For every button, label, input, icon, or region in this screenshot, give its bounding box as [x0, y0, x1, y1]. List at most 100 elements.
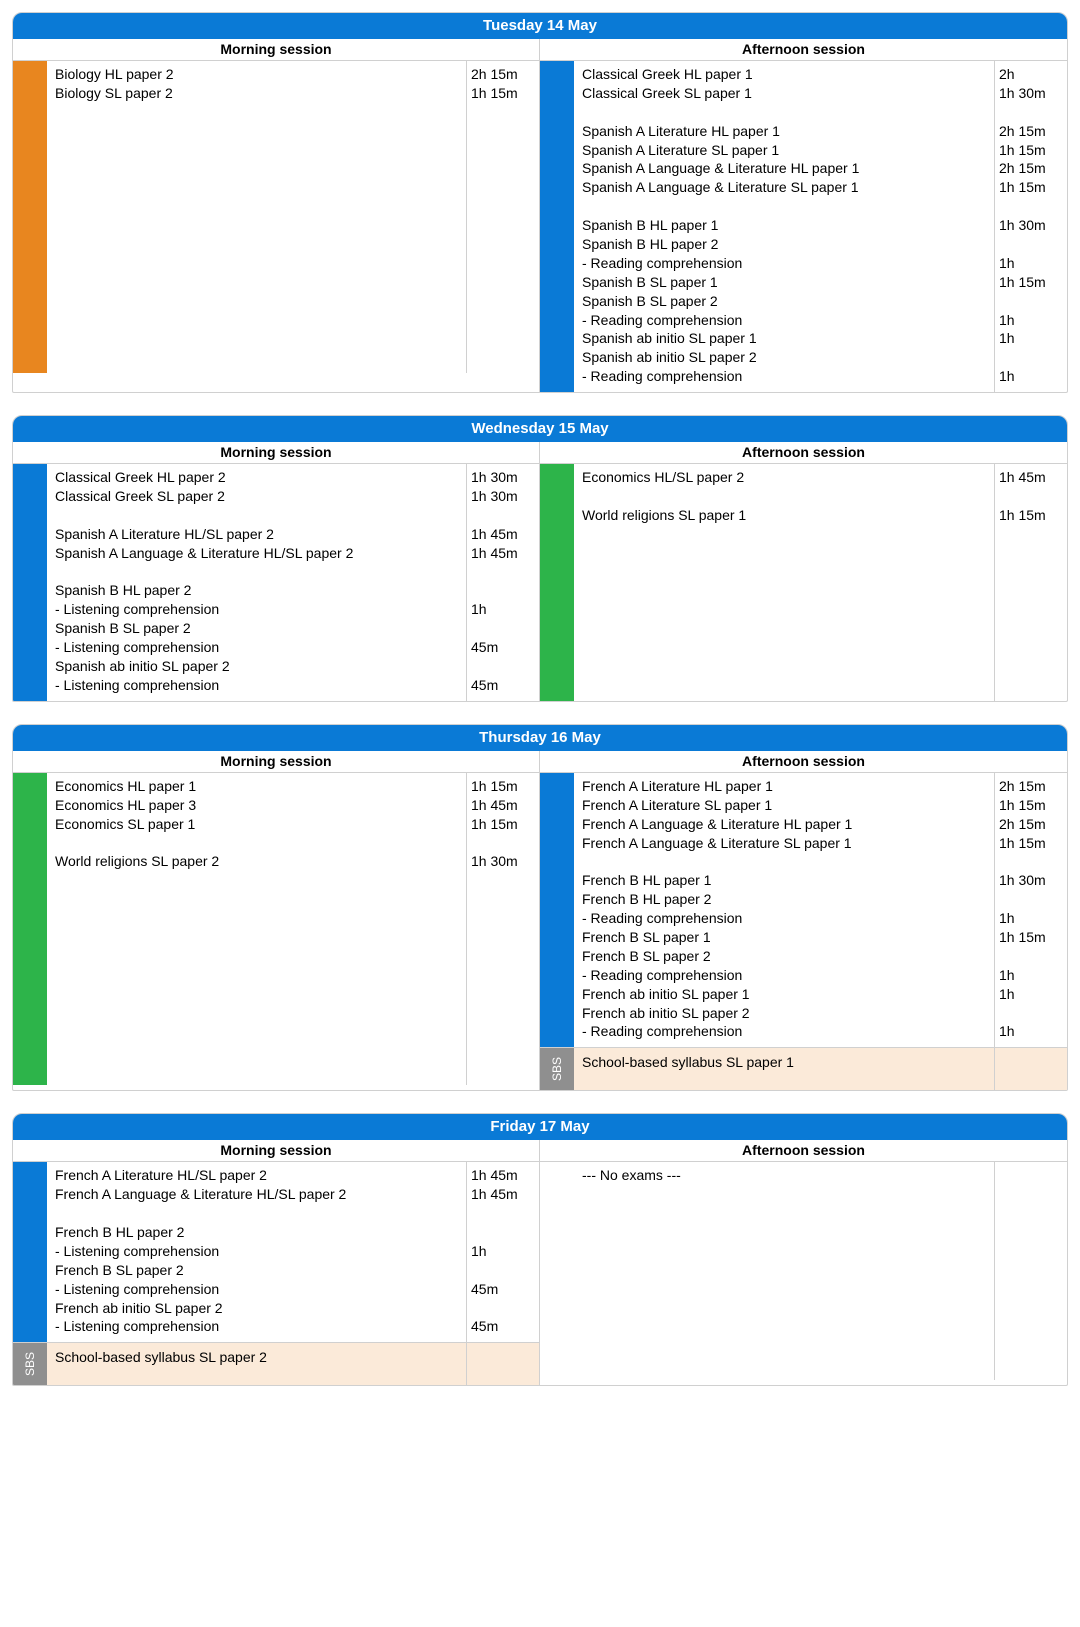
gap-row [471, 103, 535, 122]
session-title: Afternoon session [540, 442, 1067, 464]
exam-name: Biology SL paper 2 [55, 84, 460, 103]
sessions-row: Morning sessionBiology HL paper 2Biology… [13, 39, 1067, 392]
afternoon-session-col: Afternoon sessionEconomics HL/SL paper 2… [540, 442, 1067, 701]
gap-row [55, 871, 460, 890]
exam-duration [471, 1299, 535, 1318]
exam-duration [999, 1004, 1063, 1023]
gap-row [999, 1242, 1063, 1261]
exam-duration [471, 581, 535, 600]
subject-block: Economics HL/SL paper 2World religions S… [540, 464, 1067, 701]
gap-row [55, 563, 460, 582]
gap-row [471, 178, 535, 197]
gap-row [999, 1204, 1063, 1223]
gap-row [582, 1280, 988, 1299]
gap-row [55, 235, 460, 254]
exam-name: French A Literature HL paper 1 [582, 777, 988, 796]
exam-name: Spanish B SL paper 2 [582, 292, 988, 311]
gap-row [471, 216, 535, 235]
exam-name: Spanish ab initio SL paper 1 [582, 329, 988, 348]
morning-session-col: Morning sessionBiology HL paper 2Biology… [13, 39, 540, 392]
sbs-bar: SBS [13, 1343, 47, 1385]
gap-row [999, 563, 1063, 582]
gap-row [999, 544, 1063, 563]
gap-row [471, 122, 535, 141]
gap-row [999, 197, 1063, 216]
subject-color-bar [13, 1162, 47, 1342]
exam-name: French ab initio SL paper 2 [582, 1004, 988, 1023]
gap-row [999, 1299, 1063, 1318]
gap-row [582, 852, 988, 871]
gap-row [471, 1204, 535, 1223]
exam-duration: 1h [999, 367, 1063, 386]
gap-row [471, 254, 535, 273]
exam-name: Spanish A Literature SL paper 1 [582, 141, 988, 160]
exam-duration [471, 619, 535, 638]
day-block: Thursday 16 MayMorning sessionEconomics … [12, 724, 1068, 1091]
gap-row [471, 1004, 535, 1023]
gap-row [471, 141, 535, 160]
gap-row [471, 348, 535, 367]
gap-row [471, 928, 535, 947]
gap-row [999, 1280, 1063, 1299]
sbs-label: SBS [550, 1057, 564, 1081]
sessions-row: Morning sessionClassical Greek HL paper … [13, 442, 1067, 701]
exam-name: French B SL paper 2 [582, 947, 988, 966]
gap-row [582, 1223, 988, 1242]
gap-row [55, 197, 460, 216]
exam-duration: 1h 15m [471, 815, 535, 834]
gap-row [471, 834, 535, 853]
exam-duration: 2h 15m [471, 65, 535, 84]
exam-name: - Listening comprehension [55, 600, 460, 619]
subject-block: Classical Greek HL paper 2Classical Gree… [13, 464, 539, 701]
gap-row [582, 657, 988, 676]
exam-duration: 1h [999, 329, 1063, 348]
gap-row [471, 235, 535, 254]
exam-duration: 1h 30m [471, 487, 535, 506]
gap-row [55, 928, 460, 947]
exam-duration [471, 657, 535, 676]
exam-duration: 2h 15m [999, 159, 1063, 178]
exam-name: - Reading comprehension [582, 966, 988, 985]
afternoon-session-col: Afternoon session--- No exams --- [540, 1140, 1067, 1385]
gap-row [471, 890, 535, 909]
exam-name: World religions SL paper 2 [55, 852, 460, 871]
subject-block: Economics HL paper 1Economics HL paper 3… [13, 773, 539, 1085]
gap-row [999, 487, 1063, 506]
subject-color-bar [13, 464, 47, 701]
day-block: Friday 17 MayMorning sessionFrench A Lit… [12, 1113, 1068, 1386]
gap-row [55, 178, 460, 197]
gap-row [471, 311, 535, 330]
gap-row [471, 1022, 535, 1041]
gap-row [471, 563, 535, 582]
day-header: Friday 17 May [13, 1114, 1067, 1140]
gap-row [55, 1041, 460, 1060]
exam-name: Classical Greek HL paper 1 [582, 65, 988, 84]
gap-row [55, 141, 460, 160]
gap-row [582, 197, 988, 216]
duration-list: 1h 15m1h 45m1h 15m1h 30m [467, 773, 539, 1085]
gap-row [471, 985, 535, 1004]
morning-session-col: Morning sessionEconomics HL paper 1Econo… [13, 751, 540, 1090]
exam-duration [471, 1261, 535, 1280]
gap-row [471, 159, 535, 178]
exam-name: - Listening comprehension [55, 1280, 460, 1299]
exam-duration: 1h [999, 1022, 1063, 1041]
exam-name: French A Literature HL/SL paper 2 [55, 1166, 460, 1185]
exam-name: - Reading comprehension [582, 909, 988, 928]
exam-name: - Reading comprehension [582, 367, 988, 386]
exam-list: French A Literature HL paper 1French A L… [574, 773, 995, 1047]
gap-row [582, 676, 988, 695]
sbs-duration [995, 1048, 1067, 1090]
gap-row [55, 890, 460, 909]
exam-duration [999, 1166, 1063, 1185]
exam-duration: 1h 15m [999, 506, 1063, 525]
duration-list [995, 1162, 1067, 1380]
session-title: Morning session [13, 751, 539, 773]
exam-duration: 2h 15m [999, 815, 1063, 834]
gap-row [55, 216, 460, 235]
sbs-label: SBS [23, 1352, 37, 1376]
gap-row [471, 1060, 535, 1079]
subject-block: --- No exams --- [540, 1162, 1067, 1380]
exam-name: --- No exams --- [582, 1166, 988, 1185]
gap-row [55, 122, 460, 141]
